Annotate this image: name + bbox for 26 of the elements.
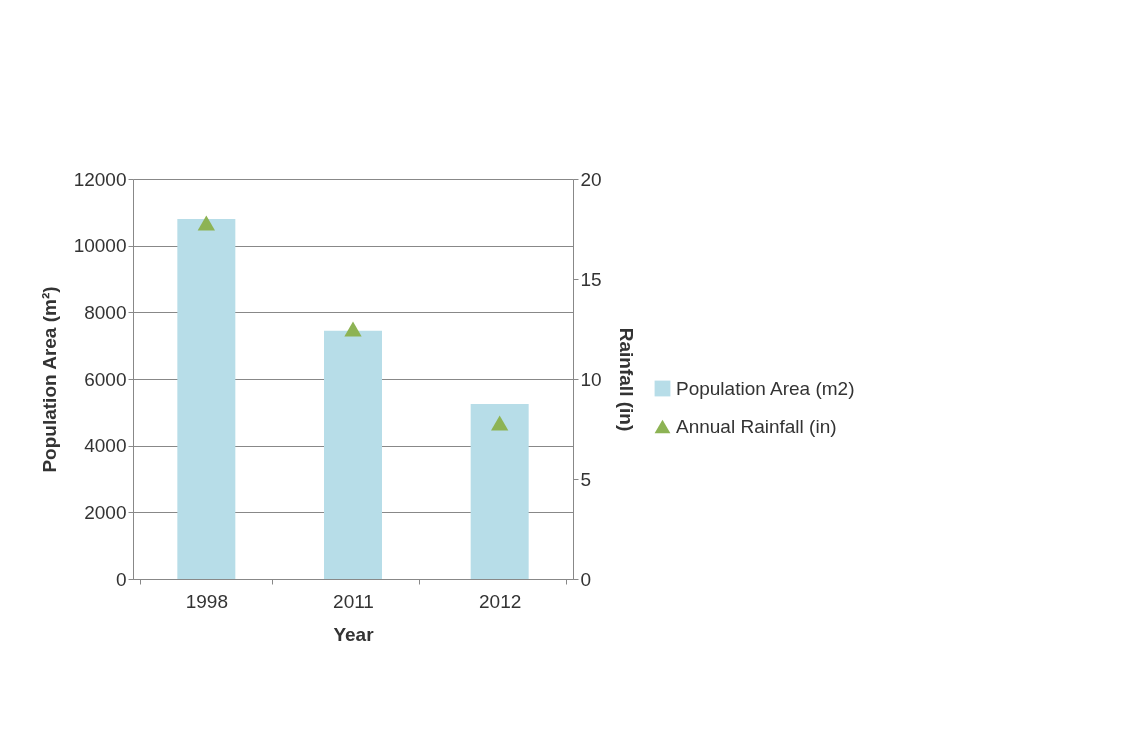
x-tick-label: 1998 xyxy=(185,590,228,612)
y-tick-label: 2000 xyxy=(84,501,127,523)
x-axis-title: Year xyxy=(333,623,375,645)
y-tick-label: 12000 xyxy=(73,168,127,190)
y-tick-label: 10000 xyxy=(73,235,127,257)
bar xyxy=(177,219,236,579)
y-tick-label: 4000 xyxy=(84,435,127,457)
y2-axis-title: Rainfall (in) xyxy=(615,327,637,432)
x-tick-label: 2011 xyxy=(333,590,374,612)
y-tick-label: 0 xyxy=(115,568,127,590)
legend-label: Population Area (m2) xyxy=(676,377,855,399)
bar xyxy=(324,330,382,579)
legend-label: Annual Rainfall (in) xyxy=(676,415,837,437)
y2-tick-label: 15 xyxy=(580,268,602,290)
x-tick-label: 2012 xyxy=(479,590,522,612)
y2-tick-label: 10 xyxy=(580,368,602,390)
y2-tick-label: 20 xyxy=(580,168,602,190)
y-tick-label: 8000 xyxy=(84,301,127,323)
bar xyxy=(470,404,529,579)
y2-tick-label: 0 xyxy=(580,568,592,590)
point xyxy=(197,215,215,231)
point xyxy=(344,321,362,337)
y2-tick-label: 5 xyxy=(580,468,592,490)
point xyxy=(491,415,509,431)
y-axis-title: Population Area (m²) xyxy=(38,286,60,473)
y-tick-label: 6000 xyxy=(84,368,127,390)
